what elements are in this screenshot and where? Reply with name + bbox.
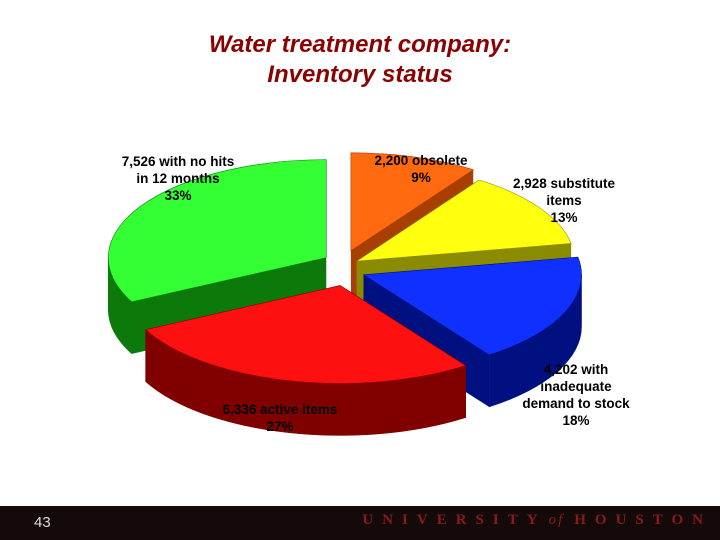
of-word: of xyxy=(548,512,565,528)
slice-label-4-line-0: 7,526 with no hits xyxy=(122,154,235,169)
chart-title-line-1: Water treatment company: xyxy=(208,31,512,58)
slice-label-2-line-2: demand to stock xyxy=(522,396,630,411)
slice-top-1 xyxy=(356,179,572,262)
slice-label-3-line-1: 27% xyxy=(266,419,293,434)
university-logo-text: UNIVERSITY of HOUSTON xyxy=(362,512,712,529)
chart-title: Water treatment company: Inventory statu… xyxy=(0,30,720,90)
slice-label-0-line-0: 2,200 obsolete xyxy=(374,153,468,168)
slice-label-0-line-1: 9% xyxy=(411,170,431,185)
pie-tops xyxy=(108,152,582,384)
slice-label-2-line-0: 4,202 with xyxy=(544,362,609,377)
pie-chart: 2,200 obsolete 9% 2,928 substitute items 13%… xyxy=(108,152,630,436)
slice-label-1-line-2: 13% xyxy=(550,210,577,225)
slice-label-2-line-1: inadequate xyxy=(540,379,612,394)
slice-label-3: 6,336 active items 27% xyxy=(223,402,338,434)
slice-top-4 xyxy=(108,159,327,303)
slice-top-3 xyxy=(144,285,467,384)
university-word: UNIVERSITY xyxy=(362,512,547,528)
slice-label-1-line-0: 2,928 substitute xyxy=(513,176,616,191)
slice-label-0: 2,200 obsolete 9% xyxy=(374,153,468,185)
slice-label-1-line-1: items xyxy=(546,193,581,208)
houston-word: HOUSTON xyxy=(574,512,712,528)
page-number: 43 xyxy=(34,514,51,531)
slice-label-4-line-1: in 12 months xyxy=(136,171,219,186)
slice-label-2: 4,202 with inadequate demand to stock 18% xyxy=(522,362,630,428)
chart-title-line-2: Inventory status xyxy=(267,61,453,88)
slice-label-3-line-0: 6,336 active items xyxy=(223,402,338,417)
slice-label-4-line-2: 33% xyxy=(164,188,191,203)
slice-label-4: 7,526 with no hits in 12 months 33% xyxy=(122,154,235,203)
footer-bar: 43 UNIVERSITY of HOUSTON xyxy=(0,506,720,540)
slice-label-2-line-3: 18% xyxy=(562,413,589,428)
slice-label-1: 2,928 substitute items 13% xyxy=(513,176,616,225)
slice-labels: 2,200 obsolete 9% 2,928 substitute items 13%… xyxy=(122,153,630,434)
slice-top-2 xyxy=(362,256,582,356)
slice-top-0 xyxy=(350,152,474,252)
